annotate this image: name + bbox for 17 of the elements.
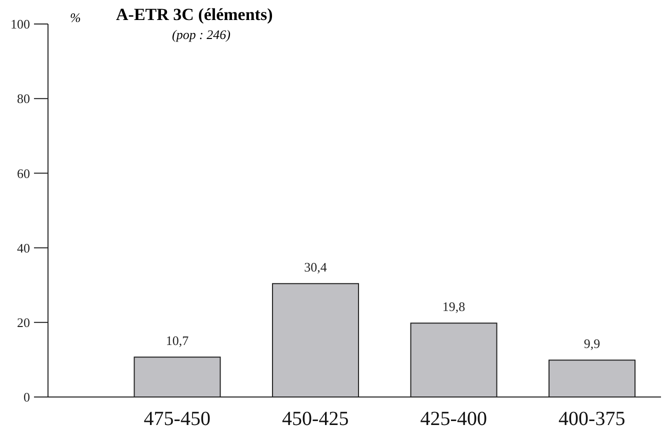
data-label: 10,7 <box>166 333 190 348</box>
x-tick-label: 400-375 <box>558 408 626 430</box>
y-tick-label: 80 <box>17 91 30 106</box>
y-tick-label: 60 <box>17 166 30 181</box>
y-tick-label: 40 <box>17 240 30 256</box>
data-label: 19,8 <box>442 299 466 314</box>
x-tick-label: 450-425 <box>282 408 349 430</box>
y-tick-label: 0 <box>24 390 30 405</box>
data-label: 30,4 <box>304 260 328 275</box>
x-tick-label: 425-400 <box>420 408 487 430</box>
y-tick-label: 100 <box>10 16 30 32</box>
x-tick-label: 475-450 <box>144 408 210 430</box>
y-tick-label: 20 <box>17 315 30 330</box>
chart-title: A-ETR 3C (éléments) <box>116 5 273 25</box>
chart-subtitle: (pop : 246) <box>172 27 230 43</box>
data-label: 9,9 <box>584 336 600 352</box>
y-axis-title: % <box>70 10 81 26</box>
